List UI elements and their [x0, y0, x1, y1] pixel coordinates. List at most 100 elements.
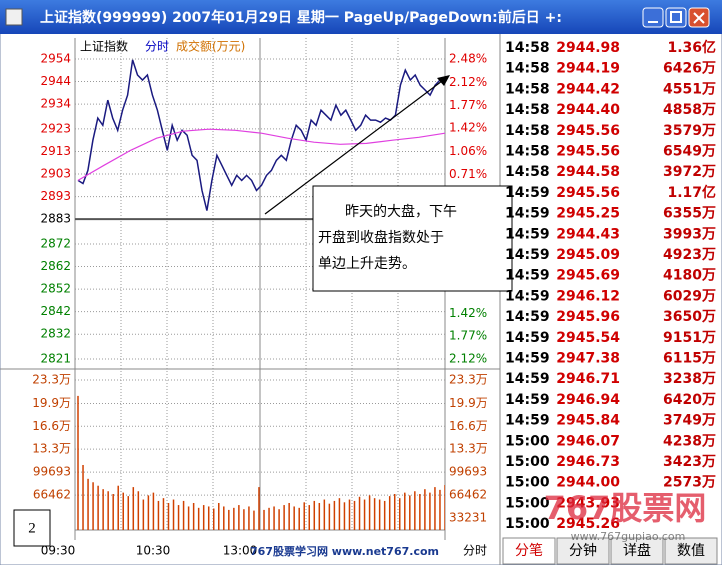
volume-bar [444, 485, 445, 530]
y-tick-label: 2862 [40, 259, 71, 273]
y-tick-label: 2954 [40, 52, 71, 66]
trade-cell: 9151万 [663, 330, 716, 346]
volume-bar [172, 499, 175, 530]
volume-tick-label: 66462 [33, 488, 71, 502]
trade-cell: 4180万 [663, 268, 716, 284]
volume-bar [378, 499, 381, 530]
x-tick-label: 09:30 [41, 544, 76, 558]
volume-bar [424, 489, 426, 530]
trade-cell: 2946.07 [556, 433, 620, 449]
trade-cell: 1.17亿 [667, 184, 716, 201]
trade-cell: 14:59 [505, 185, 550, 201]
volume-bar [283, 505, 285, 530]
tab[interactable] [556, 537, 610, 565]
volume-bar [77, 395, 79, 530]
volume-bar [192, 502, 195, 530]
volume-bar [383, 500, 386, 530]
trade-cell: 2945.69 [556, 268, 620, 284]
volume-bars [77, 395, 445, 530]
volume-tick-label: 99693 [33, 465, 71, 479]
y2-tick-label: 1.77% [449, 98, 487, 112]
maximize-button[interactable] [665, 7, 687, 28]
trade-cell: 4238万 [663, 433, 716, 449]
y-tick-label: 2872 [40, 236, 71, 250]
y-tick-label: 2913 [40, 144, 71, 158]
trade-cell: 2946.12 [556, 288, 620, 304]
trade-cell: 14:59 [505, 330, 550, 346]
average-line [77, 128, 446, 181]
trade-cell: 3650万 [663, 309, 716, 325]
volume-bar [313, 500, 316, 530]
y-tick-label: 2883 [40, 212, 71, 226]
trade-cell: 2945.09 [556, 247, 620, 263]
trade-cell: 14:59 [505, 206, 550, 222]
volume-bar [388, 496, 391, 530]
tab[interactable] [610, 537, 664, 565]
trade-cell: 2946.71 [556, 371, 620, 387]
figure-label-box [13, 509, 51, 547]
y-tick-label: 2832 [40, 327, 71, 341]
trade-cell: 2944.58 [556, 164, 620, 180]
trade-cell: 14:59 [505, 413, 550, 429]
volume-bar [212, 508, 215, 530]
volume-bar [288, 502, 290, 530]
volume-bar [358, 496, 361, 530]
arrow-head [437, 75, 450, 86]
volume-bar [333, 500, 336, 530]
tab[interactable] [664, 537, 718, 565]
volume-bar [102, 489, 104, 530]
volume-bar [243, 509, 245, 530]
trade-cell: 2946.73 [556, 454, 620, 470]
volume-tick-label: 99693 [449, 465, 487, 479]
volume-bar [353, 500, 356, 530]
trade-cell: 14:58 [505, 123, 550, 139]
close-icon [693, 12, 705, 24]
title-bar [0, 0, 722, 34]
volume-bar [308, 505, 311, 530]
y2-tick-label: 1.06% [449, 144, 487, 158]
trade-cell: 6355万 [663, 206, 716, 222]
y-tick-label: 2903 [40, 167, 71, 181]
legend-volume: 成交额(万元) [176, 39, 245, 54]
trade-cell: 14:58 [505, 61, 550, 77]
volume-bar [112, 494, 114, 530]
volume-bar [233, 507, 235, 530]
volume-bar [278, 509, 280, 530]
volume-bar [399, 498, 401, 530]
y-tick-label: 2923 [40, 121, 71, 135]
y2-tick-label: 1.42% [449, 306, 487, 320]
volume-bar [142, 499, 145, 530]
annotation-text: 昨天的大盘，下午 [345, 203, 457, 220]
tab[interactable] [502, 537, 556, 565]
volume-bar [298, 507, 300, 530]
trade-cell: 2945.56 [556, 123, 620, 139]
tab-label: 详盘 [623, 542, 651, 559]
minimize-button[interactable] [642, 7, 664, 28]
trade-cell: 2944.40 [556, 102, 620, 118]
trade-cell: 4923万 [663, 247, 716, 263]
trade-cell: 14:58 [505, 81, 550, 97]
volume-bar [132, 487, 135, 530]
footer-watermark: 767股票学习网 www.net767.com [250, 544, 439, 558]
trade-cell: 3993万 [663, 226, 716, 242]
volume-bar [404, 492, 406, 530]
volume-tick-label: 19.9万 [32, 396, 71, 410]
trade-cell: 6426万 [663, 61, 716, 77]
volume-bar [147, 495, 150, 530]
x-tick-label: 13:00 [223, 544, 258, 558]
trade-cell: 15:00 [505, 495, 550, 511]
trade-cell: 14:59 [505, 309, 550, 325]
trade-cell: 3579万 [663, 123, 716, 139]
y-tick-label: 2893 [40, 189, 71, 203]
trade-cell: 2944.43 [556, 226, 620, 242]
volume-tick-label: 16.6万 [449, 419, 488, 433]
trade-cell: 14:59 [505, 351, 550, 367]
y2-tick-label: 2.12% [449, 352, 487, 366]
volume-bar [293, 506, 295, 530]
volume-bar [318, 502, 321, 530]
volume-bar [137, 491, 140, 530]
volume-bar [122, 492, 124, 530]
volume-bar [439, 489, 441, 530]
trade-cell: 2944.98 [556, 40, 620, 56]
